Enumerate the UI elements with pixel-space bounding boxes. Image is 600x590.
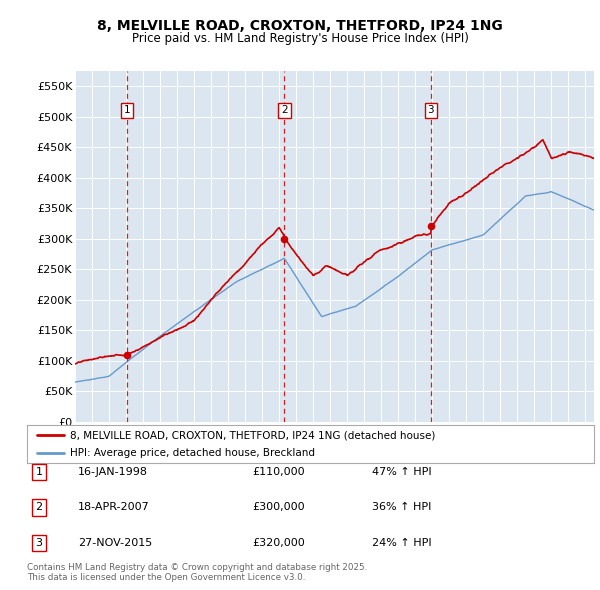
- Text: 1: 1: [35, 467, 43, 477]
- Text: 1: 1: [124, 106, 130, 116]
- Text: £110,000: £110,000: [252, 467, 305, 477]
- Text: 2: 2: [35, 503, 43, 512]
- Text: 27-NOV-2015: 27-NOV-2015: [78, 538, 152, 548]
- Text: £320,000: £320,000: [252, 538, 305, 548]
- Text: 18-APR-2007: 18-APR-2007: [78, 503, 150, 512]
- Text: 3: 3: [428, 106, 434, 116]
- Text: 24% ↑ HPI: 24% ↑ HPI: [372, 538, 431, 548]
- Text: 47% ↑ HPI: 47% ↑ HPI: [372, 467, 431, 477]
- Text: 8, MELVILLE ROAD, CROXTON, THETFORD, IP24 1NG (detached house): 8, MELVILLE ROAD, CROXTON, THETFORD, IP2…: [70, 430, 435, 440]
- Text: HPI: Average price, detached house, Breckland: HPI: Average price, detached house, Brec…: [70, 448, 314, 458]
- Text: 16-JAN-1998: 16-JAN-1998: [78, 467, 148, 477]
- Text: £300,000: £300,000: [252, 503, 305, 512]
- Text: Contains HM Land Registry data © Crown copyright and database right 2025.
This d: Contains HM Land Registry data © Crown c…: [27, 563, 367, 582]
- Text: 36% ↑ HPI: 36% ↑ HPI: [372, 503, 431, 512]
- Text: 3: 3: [35, 538, 43, 548]
- Text: Price paid vs. HM Land Registry's House Price Index (HPI): Price paid vs. HM Land Registry's House …: [131, 32, 469, 45]
- Text: 8, MELVILLE ROAD, CROXTON, THETFORD, IP24 1NG: 8, MELVILLE ROAD, CROXTON, THETFORD, IP2…: [97, 19, 503, 34]
- Text: 2: 2: [281, 106, 287, 116]
